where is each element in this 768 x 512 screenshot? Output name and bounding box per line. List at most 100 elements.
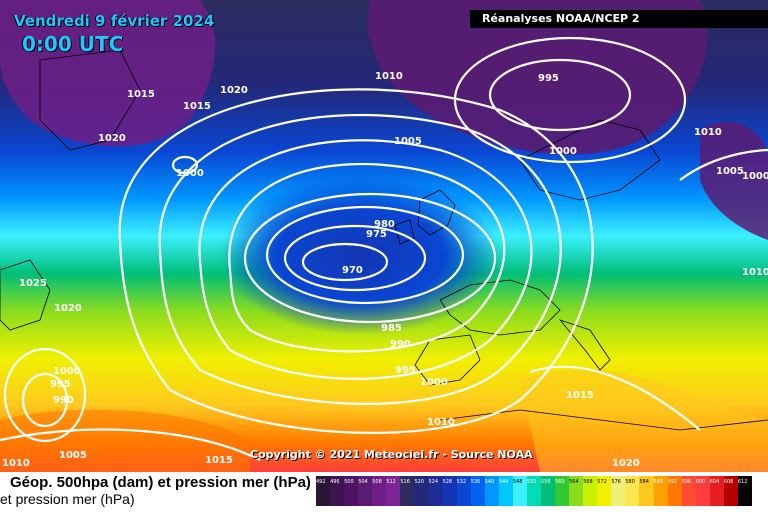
scale-tick-label: 584 xyxy=(639,479,649,485)
isobar-970 xyxy=(301,242,389,282)
scale-tick-label: 524 xyxy=(428,479,439,485)
isobar-label: 1005 xyxy=(59,450,87,461)
scale-tick-label: 592 xyxy=(667,479,678,485)
isobar-label: 1000 xyxy=(53,366,81,377)
isobar-label: 1020 xyxy=(220,85,248,96)
isobar-label: 1005 xyxy=(394,136,422,147)
scale-swatch: 576 xyxy=(611,476,626,506)
scale-swatch: 600 xyxy=(695,476,710,506)
isobar-label: 970 xyxy=(342,265,363,276)
isobar-label: 1000 xyxy=(549,146,577,157)
scale-swatch: 604 xyxy=(709,476,724,506)
scale-tick-label: 596 xyxy=(681,479,692,485)
scale-tick-label: 532 xyxy=(456,479,467,485)
isobar-label: 990 xyxy=(390,339,411,350)
isobar-label: 975 xyxy=(366,229,387,240)
scale-swatch: 564 xyxy=(569,476,584,506)
isobar-995 xyxy=(198,139,533,380)
scale-swatch: 504 xyxy=(358,476,373,506)
isobar-995-north xyxy=(488,58,632,132)
coast-france xyxy=(439,279,561,336)
coast-italy xyxy=(558,319,611,371)
coast-iberia xyxy=(414,334,481,386)
isobar-1005 xyxy=(118,88,594,434)
scale-swatch: 572 xyxy=(597,476,612,506)
isobar-label-group: 1015 1015 1020 1020 1010 995 1010 1005 1… xyxy=(2,71,768,469)
scale-swatch: 552 xyxy=(526,476,541,506)
isobar-975 xyxy=(283,224,427,292)
scale-tick-label: 544 xyxy=(498,479,509,485)
isobar-label: 1010 xyxy=(742,267,768,278)
isobar-label: 995 xyxy=(538,73,559,84)
scale-swatch: 548 xyxy=(512,476,527,506)
coast-british-isles xyxy=(417,189,456,236)
isobar-1010-south xyxy=(0,428,261,461)
scale-swatch: 496 xyxy=(330,476,345,506)
isobar-label: 1015 xyxy=(205,455,233,466)
legend-subtitle: et pression mer (hPa) xyxy=(0,491,135,507)
scale-tick-label: 588 xyxy=(653,479,664,485)
isobars xyxy=(0,36,768,461)
pressure-geopotential-map: 1015 1015 1020 1020 1010 995 1010 1005 1… xyxy=(0,0,768,472)
scale-swatch: 520 xyxy=(414,476,429,506)
isobar-label: 995 xyxy=(395,365,416,376)
isobar-label: 1020 xyxy=(612,458,640,469)
scale-tick-label: 556 xyxy=(541,479,551,485)
coast-newfoundland xyxy=(0,259,51,331)
scale-tick-label: 512 xyxy=(386,479,396,485)
isobar-label: 990 xyxy=(53,395,74,406)
cold-pool-north xyxy=(367,0,708,155)
scale-tick-label: 548 xyxy=(512,479,523,485)
scale-swatch: 528 xyxy=(442,476,457,506)
map-date: Vendredi 9 février 2024 xyxy=(14,12,215,30)
isobar-label: 1015 xyxy=(566,390,594,401)
isobar-label: 985 xyxy=(381,323,402,334)
scale-swatch: 580 xyxy=(625,476,640,506)
legend-title: Géop. 500hpa (dam) et pression mer (hPa) xyxy=(10,474,311,491)
map-time: 0:00 UTC xyxy=(22,32,124,56)
coast-ireland xyxy=(394,219,415,245)
scale-tick-label: 560 xyxy=(555,479,565,485)
scale-tick-label: 492 xyxy=(316,479,326,485)
scale-tick-label: 540 xyxy=(484,479,495,485)
scale-swatch: 584 xyxy=(639,476,654,506)
scale-tick-label: 528 xyxy=(442,479,453,485)
scale-swatch: 588 xyxy=(653,476,668,506)
scale-swatch: 608 xyxy=(723,476,738,506)
scale-swatch: 536 xyxy=(470,476,485,506)
isobar-990-southwest xyxy=(21,372,69,428)
low-core-shading xyxy=(220,175,500,335)
scale-swatch: 540 xyxy=(484,476,499,506)
warm-area-southwest xyxy=(0,409,250,472)
isobar-995-southwest xyxy=(3,347,87,443)
scale-tick-label: 552 xyxy=(526,479,537,485)
scale-swatch: 500 xyxy=(344,476,359,506)
scale-swatch: 544 xyxy=(498,476,513,506)
coastlines xyxy=(0,49,768,431)
scale-swatch: 592 xyxy=(667,476,682,506)
scale-swatch: 516 xyxy=(400,476,415,506)
scale-tick-label: 500 xyxy=(344,479,354,485)
isobar-label: 1000 xyxy=(176,168,204,179)
isobar-label: 1015 xyxy=(183,101,211,112)
color-scale: 492 496 500 504 508 512 516 520 524 528 532 536 540 5… xyxy=(316,476,752,506)
scale-swatch: 524 xyxy=(428,476,443,506)
scale-swatch: 568 xyxy=(583,476,598,506)
scale-swatch: 512 xyxy=(386,476,401,506)
isobar-label: 1010 xyxy=(427,417,455,428)
isobar-label: 1000 xyxy=(420,377,448,388)
copyright-notice: Copyright © 2021 Meteociel.fr - Source N… xyxy=(250,448,533,461)
isobar-1015-southeast xyxy=(529,365,701,431)
isobar-1000-small xyxy=(171,155,199,175)
isobar-1000 xyxy=(158,114,562,405)
isobar-990 xyxy=(228,163,506,353)
scale-tick-label: 572 xyxy=(597,479,607,485)
isobar-985 xyxy=(243,192,497,324)
isobar-label: 1000 xyxy=(742,171,768,182)
warm-area-southeast xyxy=(520,369,768,472)
isobar-label: 1025 xyxy=(19,278,47,289)
scale-tick-label: 564 xyxy=(569,479,579,485)
scale-swatch: 560 xyxy=(555,476,570,506)
cold-pool-west xyxy=(0,0,216,147)
